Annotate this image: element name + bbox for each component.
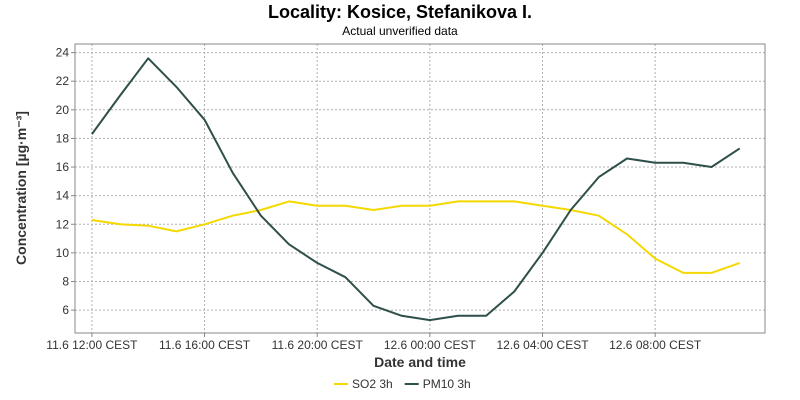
y-tick-label: 12	[56, 217, 70, 231]
x-tick-label: 11.6 12:00 CEST	[46, 338, 138, 352]
y-tick-label: 20	[56, 103, 70, 117]
y-tick-label: 18	[56, 131, 70, 145]
x-tick-label: 12.6 08:00 CEST	[609, 338, 702, 352]
x-tick-label: 11.6 16:00 CEST	[159, 338, 251, 352]
chart-title: Locality: Kosice, Stefanikova I.	[268, 2, 532, 22]
y-tick-label: 14	[56, 189, 70, 203]
x-tick-label: 12.6 04:00 CEST	[496, 338, 589, 352]
x-axis-label: Date and time	[374, 354, 466, 370]
x-tick-label: 11.6 20:00 CEST	[272, 338, 364, 352]
legend-label: SO2 3h	[352, 377, 393, 391]
y-tick-label: 10	[56, 246, 70, 260]
grid-lines	[75, 44, 765, 333]
series-lines	[91, 57, 741, 322]
x-tick-label: 12.6 00:00 CEST	[384, 338, 477, 352]
y-tick-label: 22	[56, 74, 70, 88]
y-axis-label: Concentration [µg·m⁻³]	[13, 111, 29, 265]
y-tick-label: 16	[56, 160, 70, 174]
y-tick-label: 24	[56, 46, 70, 60]
legend: SO2 3h PM10 3h	[334, 377, 471, 391]
y-tick-label: 6	[62, 303, 69, 317]
chart-subtitle: Actual unverified data	[342, 24, 458, 38]
series-line-pm10	[91, 57, 741, 322]
x-axis-ticks: 11.6 12:00 CEST 11.6 16:00 CEST 11.6 20:00…	[46, 333, 702, 352]
series-line-so2	[91, 200, 741, 274]
y-axis-ticks: 6 8 10 12 14 16 18 20 22 24	[56, 46, 75, 317]
legend-label: PM10 3h	[423, 377, 471, 391]
y-tick-label: 8	[62, 274, 69, 288]
plot-area	[74, 43, 766, 334]
